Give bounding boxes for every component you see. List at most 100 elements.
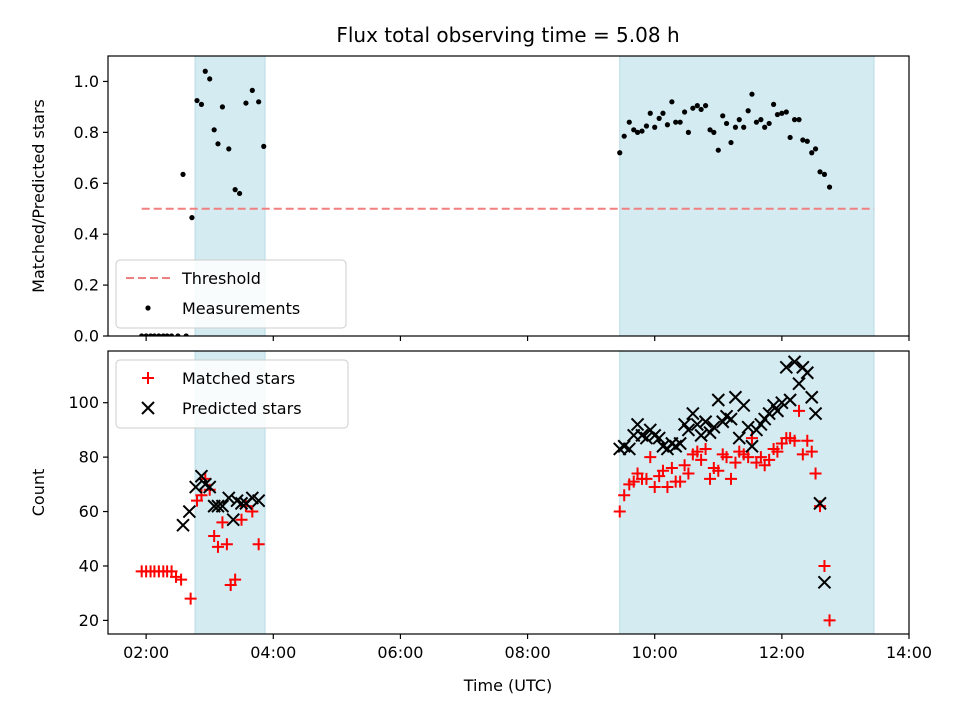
predicted-stars-point [673, 436, 687, 451]
measurements-point [779, 110, 785, 116]
measurements-point [232, 187, 238, 193]
matched-stars-point [809, 467, 822, 480]
predicted-stars-point [690, 417, 705, 432]
measurements-point [664, 122, 671, 128]
y-axis-label: Matched/Predicted stars [29, 99, 48, 293]
measurements-point [690, 105, 696, 111]
matched-stars-point [823, 614, 836, 627]
y-tick-label: 0.2 [74, 276, 99, 295]
predicted-stars-point [800, 366, 814, 380]
matched-stars-point [246, 505, 259, 518]
measurements-point [702, 103, 709, 109]
predicted-stars-point [698, 415, 713, 429]
measurements-point [617, 150, 623, 156]
matched-stars-point [691, 445, 704, 458]
measurements-point [677, 119, 683, 125]
predicted-stars-point [639, 431, 654, 445]
matched-stars-point [796, 448, 809, 461]
measurements-point [817, 169, 823, 175]
y-tick-label: 0.4 [74, 225, 99, 244]
measurements-point [621, 133, 627, 139]
counts-legend: Matched stars Predicted stars [115, 359, 349, 429]
matched-stars-point [699, 442, 712, 455]
measurements-point [243, 100, 249, 106]
matched-stars-point [771, 445, 784, 458]
measurements-point [183, 333, 189, 336]
matched-stars-point [613, 505, 626, 518]
x-tick-label: 06:00 [377, 643, 423, 662]
legend-label-matched-stars: Matched stars [182, 369, 295, 388]
measurements-point [215, 141, 221, 147]
matched-stars-point [252, 538, 265, 551]
legend-label-predicted-stars: Predicted stars [182, 399, 302, 418]
predicted-stars-point [817, 575, 832, 590]
y-tick-label: 0.6 [74, 174, 99, 193]
predicted-stars-point [176, 518, 190, 532]
predicted-stars-point [251, 493, 266, 508]
measurements-point [804, 138, 810, 144]
measurements-point [156, 333, 162, 336]
legend-box [115, 359, 349, 429]
x-tick-label: 08:00 [505, 643, 551, 662]
y-tick-label: 0.8 [74, 123, 99, 142]
measurements-point [826, 184, 833, 190]
measurements-point [656, 115, 662, 121]
axes-frame [107, 55, 910, 337]
matched-stars-point [627, 475, 640, 488]
measurements-point [762, 124, 768, 130]
x-tick-label: 04:00 [250, 643, 296, 662]
measurements-point [728, 139, 734, 146]
measurements-point [236, 190, 243, 197]
measurements-point [151, 333, 158, 336]
measurements-point [194, 97, 200, 104]
predicted-stars-point [686, 406, 700, 421]
measurements-point [168, 333, 175, 336]
predicted-stars-point [234, 496, 249, 511]
measurements-point [164, 333, 170, 336]
matched-stars-point [195, 489, 208, 502]
measurements-point [720, 113, 726, 119]
measurements-point [711, 129, 717, 135]
measurements-point [202, 68, 208, 74]
measurements-point [685, 129, 692, 135]
matched-stars-point [648, 481, 661, 494]
matched-stars-point [742, 451, 755, 464]
predicted-stars-point [622, 442, 636, 456]
predicted-stars-point [737, 398, 751, 413]
predicted-stars-point [226, 513, 240, 527]
measurements-point [261, 143, 267, 149]
predicted-stars-point [194, 469, 209, 483]
x-tick-label: 02:00 [123, 643, 169, 662]
measurements-point [770, 101, 777, 107]
measurements-point [723, 120, 730, 127]
measurements-point [732, 124, 739, 130]
measurements-point [139, 333, 145, 336]
y-tick-label: 40 [79, 556, 99, 575]
measurements-point [643, 123, 650, 129]
legend-marker-predicted-stars [141, 401, 155, 415]
measurements-point [741, 124, 747, 130]
matched-stars-point [805, 445, 818, 458]
predicted-stars-point [215, 499, 230, 513]
measurements-point [753, 119, 760, 125]
matched-stars-point [720, 451, 733, 464]
predicted-stars-point [783, 393, 797, 407]
ratio-panel: 0.0 0.2 0.4 0.6 0.8 1.0 Matched/Predicted star… [29, 55, 910, 346]
matched-stars-point [801, 434, 814, 447]
measurements-point [694, 103, 700, 109]
legend-marker-measurements [145, 305, 151, 311]
measurements-point [634, 129, 641, 135]
matched-stars-point [763, 453, 776, 466]
measurements-point [715, 147, 721, 153]
matched-stars-point [788, 434, 801, 447]
matched-stars-point [725, 472, 737, 485]
predicted-stars-point [724, 412, 738, 426]
measurements-point [787, 134, 793, 141]
measurements-point [211, 127, 217, 133]
matched-stars-point [674, 475, 687, 488]
predicted-stars-point [203, 480, 217, 494]
predicted-stars-point [745, 439, 759, 453]
x-tick-label: 14:00 [886, 643, 932, 662]
measurements-point [219, 104, 226, 110]
